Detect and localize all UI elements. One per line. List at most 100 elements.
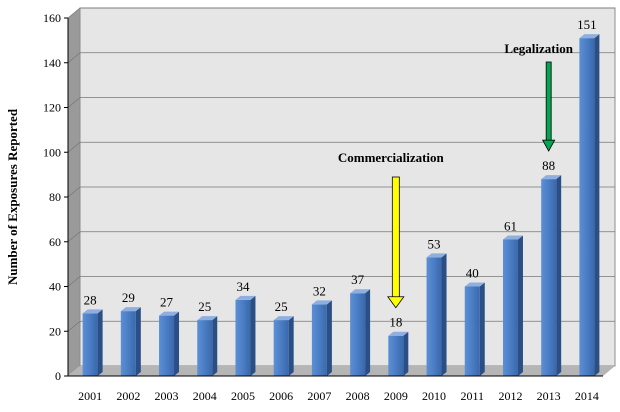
gridline-depth: [67, 52, 81, 64]
gridline-depth: [67, 141, 81, 153]
data-label: 28: [84, 292, 97, 307]
x-tick-label: 2001: [78, 389, 102, 403]
bar-side: [288, 316, 294, 376]
data-label: 32: [313, 283, 326, 298]
bar: [464, 282, 485, 376]
x-tick-label: 2012: [498, 389, 522, 403]
bar-front: [82, 313, 98, 376]
bar-side: [441, 253, 447, 376]
bar-top: [388, 331, 409, 336]
bar: [388, 331, 409, 376]
bar-top: [464, 282, 485, 287]
data-label: 27: [160, 295, 174, 310]
arrow-shaft: [545, 61, 552, 142]
gridline-depth: [67, 186, 81, 198]
bar-front: [159, 315, 175, 376]
bar-front: [311, 304, 327, 376]
bar-side: [135, 307, 141, 376]
data-label: 29: [122, 290, 135, 305]
arrow-shaft: [391, 176, 400, 299]
bar-top: [159, 311, 180, 316]
bar-front: [235, 299, 251, 376]
x-tick-label: 2009: [384, 389, 408, 403]
bar: [311, 300, 332, 376]
bar-top: [502, 235, 523, 240]
gridline-depth: [67, 276, 81, 287]
annotation-label: Commercialization: [338, 150, 445, 165]
y-axis-label: Number of Exposures Reported: [5, 108, 20, 285]
bar-top: [426, 253, 447, 258]
bar-top: [273, 316, 294, 321]
data-label: 25: [275, 299, 288, 314]
bar-front: [273, 320, 289, 376]
bar: [350, 289, 371, 376]
y-tick-label: 160: [43, 11, 61, 25]
gridline-depth: [67, 231, 81, 243]
bar: [273, 316, 294, 376]
x-tick-label: 2007: [307, 389, 331, 403]
y-tick-label: 80: [49, 190, 61, 204]
y-tick-label: 20: [49, 324, 61, 338]
annotation-arrow: [387, 176, 405, 309]
x-tick-label: 2003: [155, 389, 179, 403]
x-tick-label: 2005: [231, 389, 255, 403]
bar: [197, 316, 218, 376]
bar: [502, 235, 523, 376]
bar-top: [82, 309, 103, 314]
data-label: 40: [466, 266, 479, 281]
bar-front: [502, 239, 518, 376]
bar-front: [464, 286, 480, 376]
bar-side: [365, 289, 371, 376]
y-tick-label: 140: [43, 56, 61, 70]
x-tick-label: 2008: [346, 389, 370, 403]
bar-side: [403, 331, 409, 376]
x-tick-label: 2002: [116, 389, 140, 403]
data-label: 37: [351, 272, 365, 287]
bar-side: [479, 282, 485, 376]
data-label: 61: [504, 219, 517, 234]
x-tick-label: 2013: [537, 389, 561, 403]
x-tick-label: 2010: [422, 389, 446, 403]
bar-side: [594, 34, 600, 376]
bar-side: [174, 311, 180, 376]
bar-top: [541, 175, 562, 180]
bar-front: [426, 257, 442, 376]
bar-front: [197, 320, 213, 376]
bar-top: [350, 289, 371, 294]
gridline-depth: [67, 7, 81, 19]
bar-top: [579, 34, 600, 39]
bar: [579, 34, 600, 376]
data-label: 151: [577, 17, 597, 32]
gridline-depth: [67, 97, 81, 108]
y-tick-label: 100: [43, 145, 61, 159]
bar-front: [541, 179, 557, 376]
bar-front: [579, 38, 595, 376]
bar: [159, 311, 180, 376]
arrow-head: [387, 296, 405, 309]
bar-side: [97, 309, 103, 376]
x-tick-label: 2004: [193, 389, 217, 403]
bar-front: [388, 335, 404, 376]
bar: [120, 307, 141, 376]
y-tick-label: 60: [49, 235, 61, 249]
bar-side: [326, 300, 332, 376]
plot-floor: [68, 366, 615, 376]
bar: [541, 175, 562, 376]
bar-side: [517, 235, 523, 376]
data-label: 34: [236, 279, 250, 294]
bar-top: [120, 307, 141, 312]
arrow-head: [542, 139, 556, 152]
bar-top: [197, 316, 218, 321]
bar: [82, 309, 103, 376]
x-tick-label: 2011: [460, 389, 484, 403]
data-label: 88: [542, 158, 555, 173]
bar: [426, 253, 447, 376]
data-label: 53: [428, 236, 441, 251]
x-tick-label: 2006: [269, 389, 293, 403]
bar-side: [250, 295, 256, 376]
y-tick-label: 40: [49, 280, 61, 294]
bar: [235, 295, 256, 376]
data-label: 25: [198, 299, 211, 314]
gridline-depth: [67, 320, 81, 332]
